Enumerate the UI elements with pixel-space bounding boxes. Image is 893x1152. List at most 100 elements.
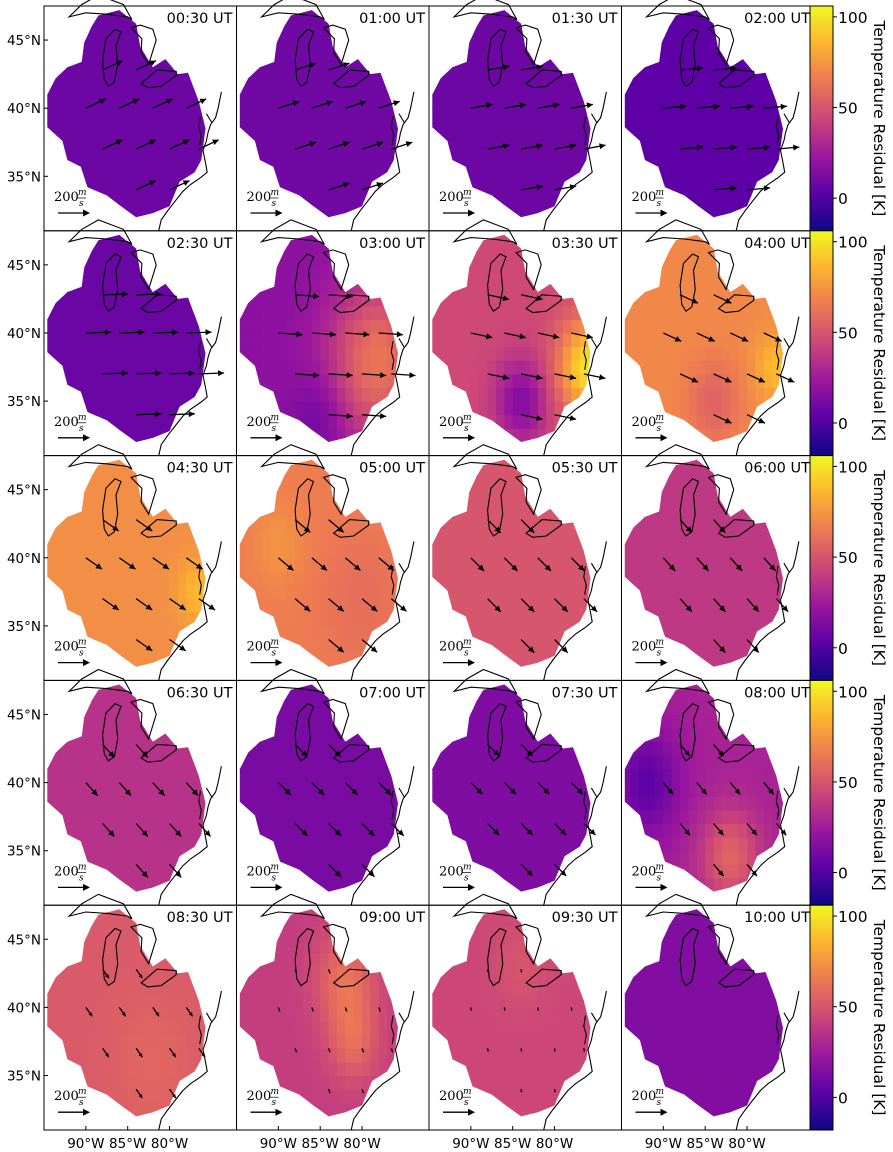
residual-cell [579,80,589,96]
residual-cell [454,625,464,641]
residual-cell [119,612,129,627]
scale-unit-numerator: m [463,413,472,423]
wind-arrow [136,291,162,298]
residual-cell [60,10,70,14]
wind-arrow-head [486,102,493,109]
residual-cell [52,667,61,681]
residual-cell [412,319,421,333]
residual-cell [487,319,497,334]
residual-cell [52,292,62,307]
residual-cell [261,53,271,68]
residual-cell [144,189,154,205]
residual-cell [421,476,430,490]
residual-cell [470,176,480,191]
residual-cell [713,10,723,14]
residual-cell [772,387,782,402]
residual-cell [111,585,120,600]
residual-cell [161,67,171,82]
residual-cell [738,305,748,320]
wind-arrow [470,332,493,340]
residual-cell [102,264,112,280]
residual-cell [278,476,288,491]
residual-cell [85,121,95,136]
residual-cell [437,108,447,123]
lake-outline [259,0,325,21]
residual-cell [60,292,70,307]
residual-cell [730,360,740,375]
residual-cell [69,401,79,416]
residual-cell [404,640,413,654]
residual-cell [228,544,237,558]
residual-cell [554,557,564,572]
residual-cell [320,530,330,545]
residual-cell [228,176,237,190]
residual-cell [696,360,706,375]
residual-cell [52,544,62,559]
residual-cell [571,40,581,55]
residual-cell [521,67,531,82]
residual-cell [102,530,112,545]
residual-cell [512,503,522,518]
residual-cell [487,149,497,164]
residual-cell [521,333,531,348]
residual-cell [220,163,229,177]
residual-cell [278,516,288,532]
residual-cell [705,414,715,429]
residual-cell [504,489,514,504]
residual-cell [387,544,397,559]
residual-cell [295,489,305,504]
residual-cell [311,557,321,572]
residual-cell [479,414,489,429]
wind-arrow-head [309,62,316,68]
residual-cell [680,360,690,375]
residual-cell [102,237,112,252]
residual-cell [77,557,87,572]
residual-cell [211,81,220,95]
residual-cell [244,264,254,280]
residual-cell [177,346,187,361]
residual-cell [311,489,321,504]
residual-cell [47,462,53,477]
residual-cell [638,373,648,389]
residual-cell [470,530,480,545]
residual-cell [345,237,355,252]
residual-cell [69,217,78,231]
residual-cell [239,625,246,641]
residual-cell [624,203,631,218]
residual-cell [624,428,631,442]
residual-cell [169,333,179,348]
residual-cell [295,149,305,164]
residual-cell [345,503,355,518]
residual-cell [328,557,338,572]
residual-cell [512,585,522,600]
residual-cell [136,203,146,218]
residual-cell [638,10,648,14]
residual-cell [244,40,254,55]
residual-cell [562,80,572,96]
residual-cell [370,598,380,613]
residual-cell [421,108,430,122]
residual-cell [432,401,438,416]
wind-arrow [520,373,543,381]
residual-cell [177,26,187,41]
residual-cell [487,237,497,252]
residual-cell [353,612,363,627]
residual-cell [85,149,95,164]
residual-cell [521,653,531,667]
wind-arrow [487,64,510,71]
residual-cell [571,80,581,96]
residual-cell [370,26,380,41]
residual-cell [387,80,397,96]
wind-arrow-head [569,143,577,150]
residual-cell [529,162,539,177]
residual-cell [52,162,62,177]
wind-arrow-head [112,525,119,531]
residual-cell [412,190,421,204]
residual-cell [521,346,531,361]
residual-cell [554,40,564,55]
wind-arrow [391,372,416,379]
scale-unit-numerator: m [271,413,280,423]
residual-cell [85,12,95,27]
residual-cell [571,360,581,375]
residual-cell [127,401,137,416]
